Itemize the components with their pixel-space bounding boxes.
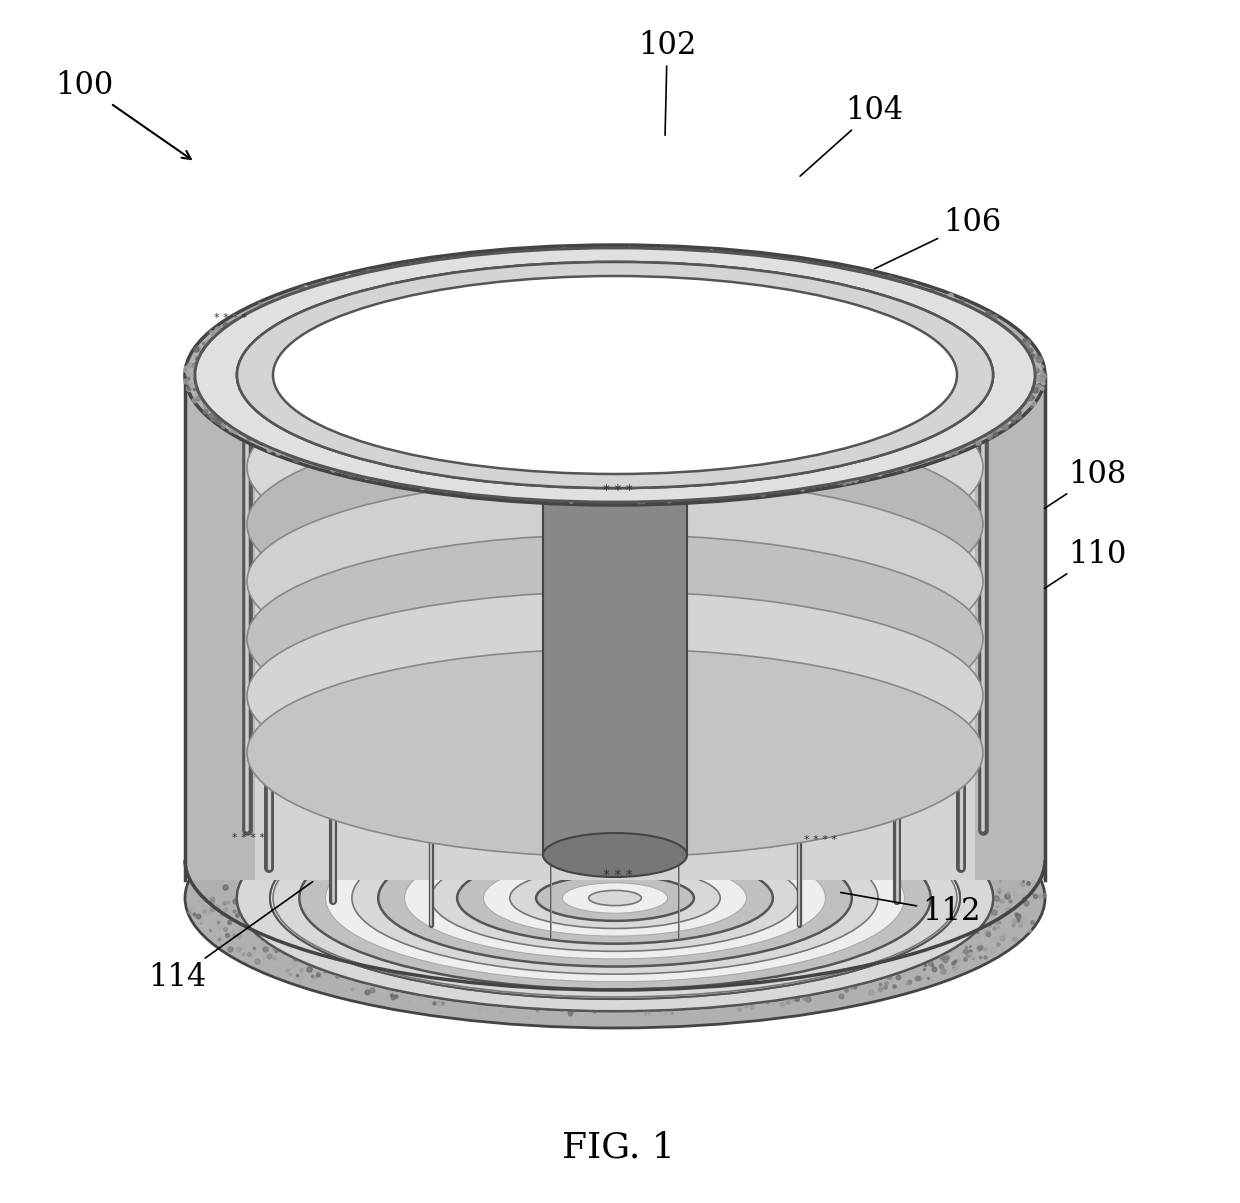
Ellipse shape — [237, 262, 993, 488]
Ellipse shape — [247, 363, 983, 571]
Text: 112: 112 — [841, 893, 981, 928]
Text: 110: 110 — [1044, 539, 1126, 588]
Ellipse shape — [237, 786, 993, 1011]
Text: FIG. 1: FIG. 1 — [562, 1131, 675, 1165]
Ellipse shape — [428, 320, 802, 429]
Ellipse shape — [294, 280, 936, 469]
Ellipse shape — [534, 351, 696, 398]
Ellipse shape — [430, 845, 799, 952]
Ellipse shape — [237, 262, 993, 488]
Ellipse shape — [195, 248, 1035, 502]
Ellipse shape — [247, 478, 983, 686]
Text: 102: 102 — [639, 30, 697, 135]
Text: 100: 100 — [55, 70, 191, 159]
Ellipse shape — [241, 265, 990, 485]
Ellipse shape — [247, 534, 983, 742]
Text: 114: 114 — [148, 882, 312, 994]
Ellipse shape — [458, 852, 773, 943]
Polygon shape — [975, 375, 1045, 881]
Polygon shape — [543, 390, 687, 855]
Ellipse shape — [267, 273, 963, 478]
Text: 106: 106 — [874, 207, 1001, 268]
Ellipse shape — [543, 832, 687, 877]
Ellipse shape — [237, 786, 993, 1011]
Ellipse shape — [247, 306, 983, 514]
Ellipse shape — [404, 837, 826, 959]
Text: * * *: * * * — [603, 869, 632, 882]
Ellipse shape — [270, 798, 960, 998]
Ellipse shape — [508, 344, 722, 407]
Ellipse shape — [352, 822, 878, 974]
Ellipse shape — [320, 289, 910, 462]
Ellipse shape — [562, 360, 668, 391]
Ellipse shape — [588, 367, 642, 383]
Ellipse shape — [347, 296, 883, 454]
Ellipse shape — [273, 799, 957, 997]
Ellipse shape — [237, 262, 993, 488]
Ellipse shape — [510, 867, 720, 929]
Ellipse shape — [378, 829, 852, 966]
Ellipse shape — [195, 248, 1035, 502]
Ellipse shape — [273, 275, 957, 474]
Ellipse shape — [484, 860, 746, 936]
Ellipse shape — [401, 312, 830, 438]
Ellipse shape — [589, 890, 641, 906]
Ellipse shape — [326, 814, 904, 982]
Ellipse shape — [299, 807, 931, 989]
Ellipse shape — [247, 420, 983, 628]
Text: 104: 104 — [800, 95, 903, 176]
Text: * * *: * * * — [603, 482, 632, 497]
Text: * * * *: * * * * — [804, 835, 837, 845]
Ellipse shape — [247, 592, 983, 800]
Ellipse shape — [454, 328, 776, 422]
Text: * * * *: * * * * — [213, 313, 247, 322]
Ellipse shape — [543, 368, 687, 411]
Ellipse shape — [536, 875, 694, 920]
Ellipse shape — [481, 336, 749, 414]
Ellipse shape — [270, 798, 960, 998]
Ellipse shape — [185, 768, 1045, 1029]
Ellipse shape — [185, 245, 1045, 505]
Ellipse shape — [374, 304, 856, 446]
Text: * * * *: * * * * — [232, 832, 264, 843]
Polygon shape — [185, 375, 255, 881]
Text: 108: 108 — [1044, 458, 1126, 509]
Polygon shape — [185, 375, 1045, 881]
Ellipse shape — [247, 648, 983, 857]
Ellipse shape — [563, 883, 667, 913]
